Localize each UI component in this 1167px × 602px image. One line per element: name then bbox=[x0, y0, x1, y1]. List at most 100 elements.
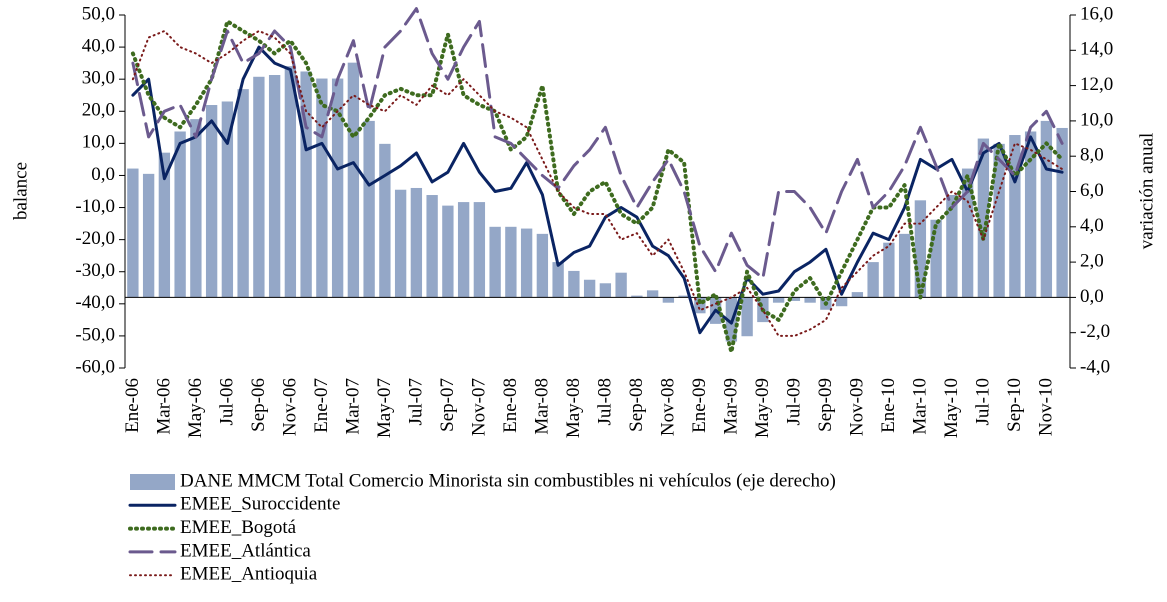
y2-tick-label: 2,0 bbox=[1080, 250, 1104, 271]
y-tick-label: -10,0 bbox=[75, 196, 115, 217]
bar bbox=[631, 295, 643, 298]
bar bbox=[804, 297, 816, 303]
y2-tick-label: -4,0 bbox=[1080, 356, 1110, 377]
y-tick-label: 50,0 bbox=[82, 3, 115, 24]
bar bbox=[694, 297, 706, 314]
x-tick-label: Mar-09 bbox=[721, 378, 742, 435]
bar bbox=[190, 119, 202, 298]
bar bbox=[410, 187, 423, 298]
bar bbox=[174, 131, 186, 298]
x-tick-label: Jul-10 bbox=[973, 378, 994, 426]
y2-tick-label: 16,0 bbox=[1080, 3, 1113, 24]
bar bbox=[237, 89, 249, 298]
y-tick-label: -30,0 bbox=[75, 260, 115, 281]
x-tick-label: Sep-08 bbox=[626, 378, 647, 432]
bar bbox=[489, 226, 501, 298]
bar bbox=[599, 283, 612, 298]
x-tick-label: Nov-08 bbox=[658, 378, 679, 436]
bar bbox=[379, 143, 391, 298]
y-tick-label: 10,0 bbox=[82, 132, 115, 153]
bar bbox=[158, 152, 171, 298]
bar bbox=[961, 168, 974, 298]
x-tick-label: Ene-08 bbox=[500, 378, 521, 433]
legend-label: EMEE_Bogotá bbox=[180, 517, 297, 538]
x-tick-label: May-06 bbox=[185, 378, 206, 438]
y2-tick-label: 12,0 bbox=[1080, 74, 1113, 95]
bar bbox=[977, 138, 990, 298]
y2-tick-label: 0,0 bbox=[1080, 286, 1104, 307]
line-series bbox=[131, 7, 1064, 280]
y-axis-label: balance bbox=[10, 162, 31, 220]
y2-axis-label: variación anual bbox=[1136, 133, 1157, 250]
bar bbox=[473, 202, 486, 298]
bar bbox=[898, 233, 911, 298]
bar bbox=[205, 105, 218, 298]
bar bbox=[363, 120, 375, 298]
legend-label: EMEE_Suroccidente bbox=[180, 494, 340, 515]
bar bbox=[615, 272, 627, 298]
bar bbox=[946, 195, 958, 298]
bar bbox=[426, 195, 438, 298]
bar bbox=[583, 279, 596, 298]
bar bbox=[741, 297, 753, 337]
x-tick-label: Nov-06 bbox=[280, 378, 301, 436]
bar bbox=[662, 297, 675, 303]
y-tick-label: 0,0 bbox=[91, 164, 115, 185]
x-tick-label: Ene-07 bbox=[311, 378, 332, 433]
bar bbox=[678, 295, 690, 298]
bar bbox=[142, 173, 155, 298]
bar bbox=[867, 262, 879, 298]
bar bbox=[331, 78, 344, 298]
bar bbox=[552, 262, 564, 298]
y-tick-label: 40,0 bbox=[82, 35, 115, 56]
x-tick-label: Jul-06 bbox=[217, 378, 238, 426]
y-tick-label: -40,0 bbox=[75, 292, 115, 313]
y-tick-label: 20,0 bbox=[82, 100, 115, 121]
bar bbox=[772, 297, 785, 303]
bar bbox=[646, 290, 659, 298]
y2-tick-label: 8,0 bbox=[1080, 145, 1104, 166]
bar bbox=[1056, 127, 1068, 298]
x-tick-label: Mar-08 bbox=[532, 378, 553, 435]
bar bbox=[457, 202, 470, 298]
line-series bbox=[131, 30, 1064, 337]
legend-label: DANE MMCM Total Comercio Minorista sin c… bbox=[180, 470, 836, 491]
bar bbox=[347, 62, 360, 298]
line-series bbox=[131, 45, 1064, 335]
y-tick-label: 30,0 bbox=[82, 68, 115, 89]
x-tick-label: Mar-07 bbox=[343, 378, 364, 435]
bar bbox=[1024, 131, 1037, 298]
y-tick-label: -20,0 bbox=[75, 228, 115, 249]
legend-label: EMEE_Atlántica bbox=[180, 540, 311, 561]
bar bbox=[520, 228, 533, 298]
y2-tick-label: 6,0 bbox=[1080, 180, 1104, 201]
y2-tick-label: -2,0 bbox=[1080, 321, 1110, 342]
x-tick-label: Jul-08 bbox=[595, 378, 616, 426]
x-tick-label: Nov-09 bbox=[847, 378, 868, 436]
y-tick-label: -50,0 bbox=[75, 324, 115, 345]
x-tick-label: Nov-10 bbox=[1036, 378, 1057, 436]
bar bbox=[284, 66, 297, 298]
x-tick-label: Sep-06 bbox=[248, 378, 269, 432]
bar bbox=[914, 200, 927, 298]
x-tick-label: Sep-07 bbox=[437, 378, 458, 432]
bar bbox=[505, 226, 517, 298]
x-tick-label: Nov-07 bbox=[469, 378, 490, 436]
x-tick-label: May-10 bbox=[941, 378, 962, 438]
bar bbox=[1009, 135, 1021, 298]
bar bbox=[316, 78, 328, 298]
bar bbox=[835, 297, 848, 307]
line-series bbox=[130, 19, 1065, 354]
legend-swatch bbox=[130, 474, 175, 490]
bar bbox=[536, 233, 549, 298]
bar bbox=[851, 292, 864, 298]
x-tick-label: May-09 bbox=[752, 378, 773, 438]
bar bbox=[127, 168, 139, 298]
bar bbox=[253, 76, 265, 298]
x-tick-label: Ene-06 bbox=[122, 378, 143, 433]
bar bbox=[993, 143, 1005, 298]
y2-tick-label: 4,0 bbox=[1080, 215, 1104, 236]
x-tick-label: Mar-10 bbox=[910, 378, 931, 435]
bar bbox=[300, 71, 312, 298]
